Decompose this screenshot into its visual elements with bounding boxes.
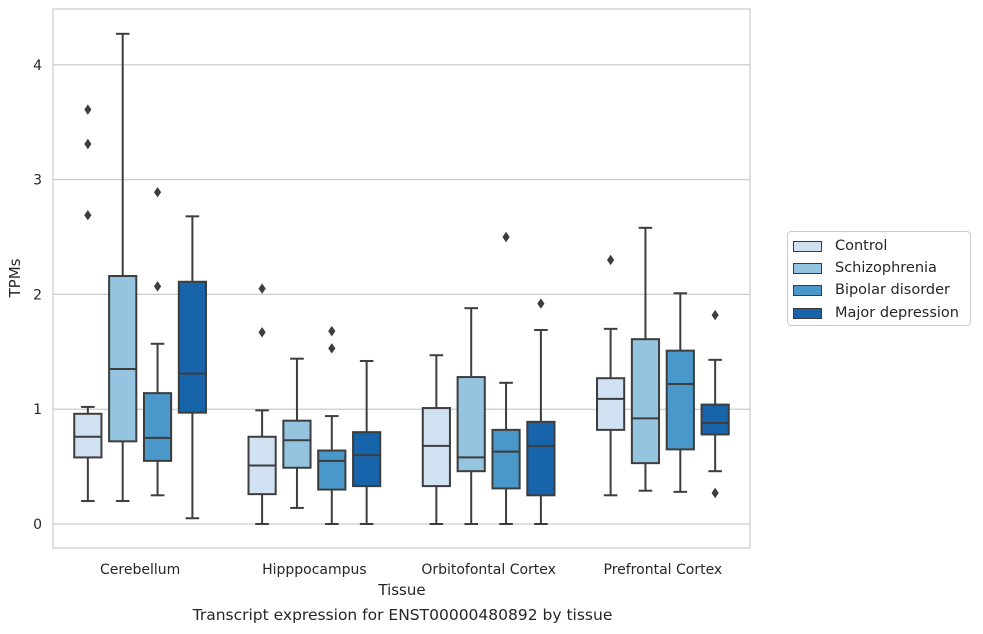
legend-label-schizophrenia: Schizophrenia bbox=[835, 260, 937, 276]
outlier-point bbox=[153, 281, 162, 292]
box-control bbox=[596, 254, 626, 497]
y-tick-label: 4 bbox=[33, 58, 42, 74]
outlier-point bbox=[258, 283, 266, 294]
legend-swatch-control bbox=[793, 240, 822, 252]
box-schizophrenia bbox=[630, 226, 661, 492]
box-major-depression bbox=[526, 298, 556, 525]
legend-item-control: Control bbox=[793, 235, 887, 257]
box-schizophrenia bbox=[282, 357, 312, 509]
box-bipolar-disorder bbox=[317, 325, 347, 525]
box-bipolar-disorder bbox=[142, 187, 173, 497]
box-iqr bbox=[282, 419, 312, 469]
outlier-point bbox=[84, 138, 92, 150]
legend: Control Schizophrenia Bipolar disorder M… bbox=[787, 231, 971, 326]
y-tick-label: 3 bbox=[33, 173, 42, 189]
outlier-point bbox=[711, 487, 719, 499]
outlier-point bbox=[153, 187, 162, 198]
box-control bbox=[247, 283, 277, 525]
outlier-point bbox=[502, 231, 510, 243]
y-tick-label: 0 bbox=[33, 517, 42, 533]
legend-item-schizophrenia: Schizophrenia bbox=[793, 257, 937, 279]
legend-swatch-bipolar-disorder bbox=[793, 284, 822, 296]
box-iqr bbox=[421, 407, 451, 488]
outlier-point bbox=[711, 309, 719, 321]
outlier-point bbox=[84, 209, 92, 221]
box-layer bbox=[73, 32, 730, 525]
plot-frame bbox=[52, 8, 751, 549]
box-major-depression bbox=[177, 215, 207, 520]
box-control bbox=[73, 104, 103, 503]
outlier-point bbox=[258, 327, 266, 338]
figure-caption: Transcript expression for ENST0000048089… bbox=[192, 606, 613, 624]
legend-swatch-major-depression bbox=[793, 307, 822, 319]
legend-label-control: Control bbox=[835, 238, 888, 254]
y-tick-label: 2 bbox=[33, 287, 42, 303]
outlier-point bbox=[607, 254, 615, 266]
outlier-point bbox=[328, 325, 336, 337]
box-bipolar-disorder bbox=[665, 292, 695, 493]
y-axis-label: TPMs bbox=[6, 258, 24, 298]
x-tick-label: Cerebellum bbox=[100, 562, 180, 578]
box-iqr bbox=[526, 420, 556, 497]
box-schizophrenia bbox=[456, 307, 486, 525]
x-axis-label: Tissue bbox=[377, 581, 425, 599]
x-tick-labels: Cerebellum Hipppocampus Orbitofontal Corte… bbox=[100, 562, 722, 578]
outlier-point bbox=[84, 104, 92, 115]
legend-item-bipolar-disorder: Bipolar disorder bbox=[793, 279, 950, 301]
x-tick-label: Hipppocampus bbox=[262, 562, 367, 578]
y-tick-labels: 0 1 2 3 4 bbox=[33, 58, 42, 533]
box-iqr bbox=[491, 428, 521, 490]
box-iqr bbox=[73, 412, 103, 459]
outlier-point bbox=[328, 343, 336, 354]
box-iqr bbox=[665, 349, 695, 451]
box-major-depression bbox=[352, 359, 382, 525]
legend-swatch-schizophrenia bbox=[793, 262, 822, 274]
box-iqr bbox=[142, 392, 173, 462]
box-iqr bbox=[108, 275, 138, 443]
outlier-point bbox=[537, 298, 545, 309]
box-schizophrenia bbox=[108, 32, 138, 503]
box-iqr bbox=[700, 403, 730, 436]
legend-label-bipolar-disorder: Bipolar disorder bbox=[835, 282, 950, 298]
box-iqr bbox=[352, 431, 382, 488]
box-iqr bbox=[177, 280, 207, 414]
box-bipolar-disorder bbox=[491, 231, 521, 525]
box-iqr bbox=[456, 376, 486, 473]
box-iqr bbox=[317, 449, 347, 491]
y-tick-label: 1 bbox=[33, 402, 42, 418]
x-tick-label: Orbitofontal Cortex bbox=[421, 562, 556, 578]
box-iqr bbox=[596, 377, 626, 431]
box-control bbox=[421, 354, 451, 525]
box-iqr bbox=[630, 338, 661, 465]
legend-label-major-depression: Major depression bbox=[835, 305, 959, 321]
box-major-depression bbox=[700, 309, 730, 499]
x-tick-label: Prefrontal Cortex bbox=[604, 562, 723, 578]
legend-item-major-depression: Major depression bbox=[793, 302, 959, 324]
